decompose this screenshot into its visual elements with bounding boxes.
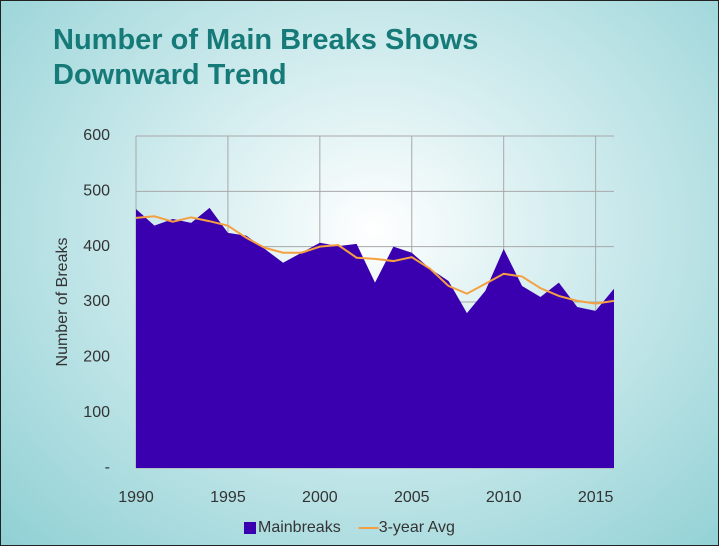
y-tick-label: 300 — [83, 293, 110, 310]
legend-label: 3-year Avg — [379, 519, 455, 536]
x-tick-label: 2010 — [486, 489, 522, 506]
y-tick-label: 500 — [83, 183, 110, 200]
x-tick-label: 2000 — [302, 489, 338, 506]
x-tick-label: 1995 — [210, 489, 246, 506]
x-tick-label: 1990 — [118, 489, 154, 506]
x-tick-label: 2015 — [578, 489, 614, 506]
y-axis-label: Number of Breaks — [54, 238, 71, 367]
y-tick-label: 400 — [83, 238, 110, 255]
area — [136, 207, 614, 468]
y-tick-label: - — [105, 459, 110, 476]
y-tick-label: 100 — [83, 404, 110, 421]
y-tick-label: 200 — [83, 349, 110, 366]
chart-title: Number of Main Breaks Shows Downward Tre… — [53, 24, 479, 91]
y-tick-label: 600 — [83, 127, 110, 144]
legend-label: Mainbreaks — [258, 519, 341, 536]
legend-swatch — [244, 522, 256, 534]
line — [135, 215, 615, 305]
x-tick-label: 2005 — [394, 489, 430, 506]
